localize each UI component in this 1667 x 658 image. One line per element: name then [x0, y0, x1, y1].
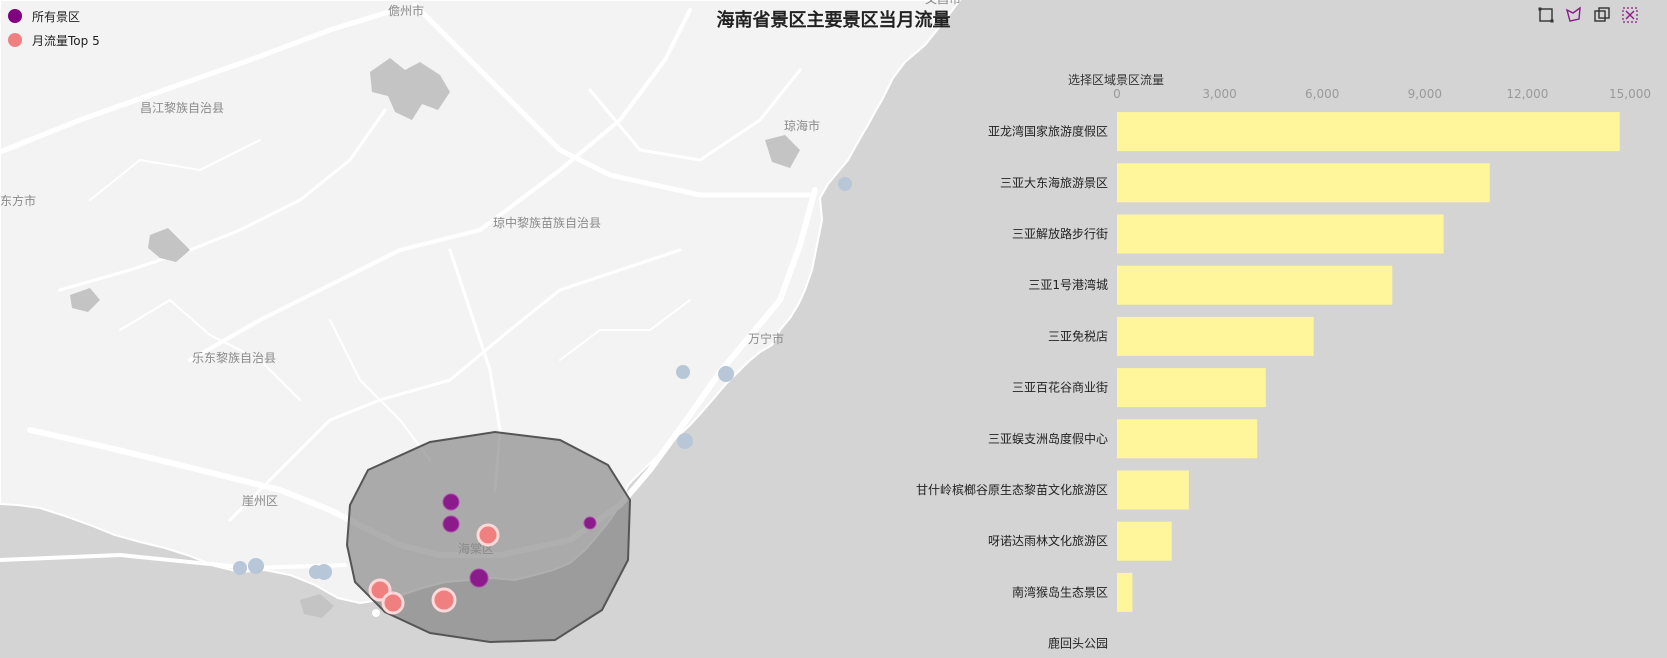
scenic-point — [718, 366, 734, 382]
category-label: 三亚解放路步行街 — [1012, 226, 1108, 241]
keep-select-icon[interactable] — [1593, 6, 1611, 24]
bar[interactable] — [1117, 521, 1172, 561]
scenic-point — [316, 564, 332, 580]
top5-point — [381, 591, 405, 615]
place-label: 琼中黎族苗族自治县 — [493, 215, 601, 230]
legend-label: 月流量Top 5 — [32, 33, 100, 48]
category-label: 三亚百花谷商业街 — [1012, 380, 1108, 395]
legend-marker-icon — [8, 33, 22, 47]
scenic-point — [442, 493, 460, 511]
scenic-point — [442, 515, 460, 533]
top5-point — [476, 523, 500, 547]
bar[interactable] — [1117, 572, 1133, 612]
clear-select-icon[interactable] — [1621, 6, 1639, 24]
bar[interactable] — [1117, 470, 1189, 510]
bar[interactable] — [1117, 419, 1258, 459]
scenic-point — [583, 516, 597, 530]
road-network — [0, 2, 818, 571]
legend-marker-icon — [8, 9, 22, 23]
scenic-point — [248, 558, 264, 574]
category-label: 南湾猴岛生态景区 — [1012, 584, 1108, 599]
place-label: 乐东黎族自治县 — [192, 351, 276, 365]
category-label: 三亚大东海旅游景区 — [1000, 175, 1108, 190]
x-tick-label: 6,000 — [1305, 87, 1339, 101]
legend-label: 所有景区 — [32, 9, 81, 24]
top5-points — [368, 523, 500, 615]
scenic-point — [677, 433, 693, 449]
place-label: 琼海市 — [784, 118, 820, 133]
reservoirs — [70, 58, 800, 618]
place-label: 儋州市 — [388, 3, 424, 18]
category-label: 亚龙湾国家旅游度假区 — [988, 124, 1108, 139]
legend-item-all[interactable]: 所有景区 — [8, 4, 100, 28]
page-title: 海南省景区主要景区当月流量 — [716, 10, 951, 31]
category-label: 三亚免税店 — [1048, 328, 1108, 343]
category-label: 三亚1号港湾城 — [1028, 277, 1108, 292]
scenic-point — [372, 609, 380, 617]
category-label: 呀诺达雨林文化旅游区 — [988, 533, 1108, 548]
place-labels: 儋州市 文昌市 昌江黎族自治县 琼海市 东方市 琼中黎族苗族自治县 万宁市 乐东… — [0, 0, 961, 556]
x-tick-label: 9,000 — [1408, 87, 1442, 101]
scenic-point — [233, 561, 247, 575]
bar[interactable] — [1117, 163, 1490, 203]
x-tick-label: 12,000 — [1506, 87, 1548, 101]
place-label: 东方市 — [0, 193, 36, 208]
x-tick-label: 3,000 — [1202, 87, 1236, 101]
chart-title: 选择区域景区流量 — [1068, 73, 1164, 87]
scenic-point — [469, 568, 489, 588]
all-scenic-points — [442, 493, 597, 588]
place-label: 崖州区 — [242, 494, 278, 508]
x-tick-label: 0 — [1113, 87, 1121, 101]
x-tick-label: 15,000 — [1609, 87, 1651, 101]
unselected-points — [233, 177, 852, 580]
legend-item-top5[interactable]: 月流量Top 5 — [8, 28, 100, 52]
bar[interactable] — [1117, 265, 1393, 305]
scenic-point — [676, 365, 690, 379]
bar[interactable] — [1117, 214, 1444, 254]
lasso-select-icon[interactable] — [1565, 6, 1583, 24]
toolbox — [1537, 6, 1639, 24]
rect-select-icon[interactable] — [1537, 6, 1555, 24]
bar[interactable] — [1117, 316, 1314, 356]
top5-point — [431, 587, 457, 613]
scenic-point — [838, 177, 852, 191]
category-label: 甘什岭槟榔谷原生态黎苗文化旅游区 — [916, 482, 1108, 497]
category-label: 三亚蜈支洲岛度假中心 — [988, 431, 1108, 446]
legend: 所有景区 月流量Top 5 — [8, 4, 100, 52]
bar[interactable] — [1117, 112, 1620, 152]
category-label: 鹿回头公园 — [1048, 636, 1108, 651]
place-label: 昌江黎族自治县 — [140, 101, 224, 115]
place-label: 文昌市 — [925, 0, 961, 6]
place-label: 万宁市 — [748, 331, 784, 346]
bar[interactable] — [1117, 368, 1266, 408]
